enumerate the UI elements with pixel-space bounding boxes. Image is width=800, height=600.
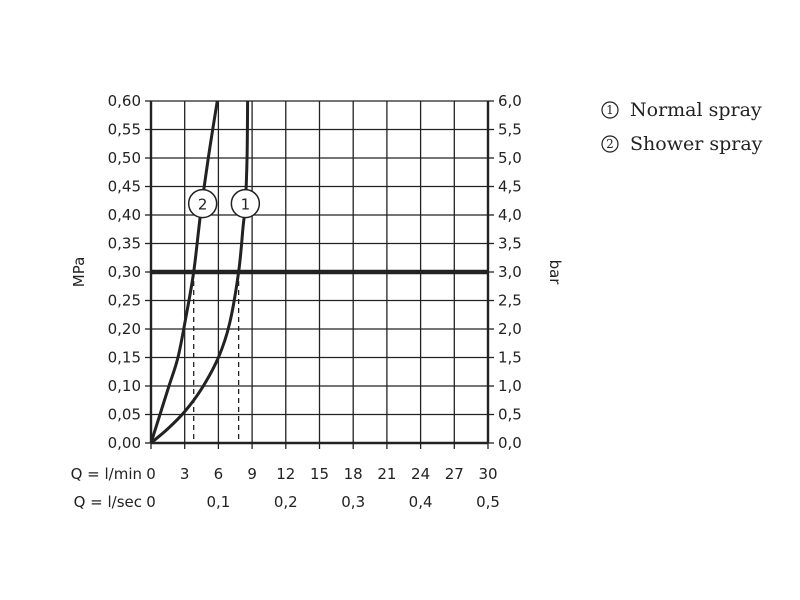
x-axis-title: Q = l/min bbox=[71, 465, 142, 483]
y-left-tick-label: 0,25 bbox=[108, 292, 141, 310]
y-left-tick-label: 0,45 bbox=[108, 178, 141, 196]
y-right-tick-label: 1,0 bbox=[498, 377, 522, 395]
y-left-tick-label: 0,55 bbox=[108, 121, 141, 139]
legend-number: 2 bbox=[606, 137, 614, 151]
series-marker-1 bbox=[230, 188, 261, 219]
x-tick-label: 12 bbox=[276, 465, 295, 483]
series-marker-2 bbox=[187, 188, 218, 219]
series-markers: 12 bbox=[187, 188, 261, 219]
x-secondary-tick-label: 0 bbox=[146, 493, 156, 511]
series-line-2 bbox=[149, 100, 219, 444]
x-secondary-axis-title: Q = l/sec bbox=[74, 493, 142, 511]
y-right-tick-label: 5,0 bbox=[498, 149, 522, 167]
y-left-tick-label: 0,50 bbox=[108, 149, 141, 167]
x-tick-labels: 0 3 6 9 12 15 18 21 24 27 30 bbox=[146, 465, 497, 483]
y-right-tick-label: 4,0 bbox=[498, 206, 522, 224]
x-tick-label: 18 bbox=[344, 465, 363, 483]
y-left-tick-label: 0,15 bbox=[108, 349, 141, 367]
x-tick-label: 0 bbox=[146, 465, 156, 483]
y-left-tick-label: 0,30 bbox=[108, 263, 141, 281]
legend-number: 1 bbox=[606, 103, 614, 117]
series-marker-label-1: 1 bbox=[241, 196, 251, 214]
y-left-axis-title: MPa bbox=[70, 257, 88, 288]
y-right-tick-label: 6,0 bbox=[498, 92, 522, 110]
legend-number-circle bbox=[601, 101, 619, 119]
axes bbox=[145, 100, 494, 449]
legend-label: Shower spray bbox=[630, 133, 763, 155]
legend: 1 Normal spray 2 Shower spray bbox=[601, 99, 763, 155]
legend-number-circle bbox=[601, 135, 619, 153]
x-secondary-tick-label: 0,4 bbox=[409, 493, 433, 511]
y-left-tick-label: 0,00 bbox=[108, 434, 141, 452]
y-left-tick-label: 0,10 bbox=[108, 377, 141, 395]
y-left-tick-label: 0,20 bbox=[108, 320, 141, 338]
x-tick-label: 30 bbox=[478, 465, 497, 483]
y-right-tick-label: 2,5 bbox=[498, 292, 522, 310]
y-right-tick-label: 4,5 bbox=[498, 178, 522, 196]
x-secondary-tick-label: 0,5 bbox=[476, 493, 500, 511]
y-right-tick-label: 0,0 bbox=[498, 434, 522, 452]
y-right-tick-label: 0,5 bbox=[498, 406, 522, 424]
drop-lines bbox=[193, 272, 240, 443]
y-left-tick-label: 0,35 bbox=[108, 235, 141, 253]
y-right-axis-title: bar bbox=[546, 260, 564, 286]
legend-item-shower-spray: 2 Shower spray bbox=[601, 133, 763, 155]
y-right-tick-label: 1,5 bbox=[498, 349, 522, 367]
y-left-tick-label: 0,60 bbox=[108, 92, 141, 110]
x-secondary-tick-label: 0,2 bbox=[274, 493, 298, 511]
legend-label: Normal spray bbox=[630, 99, 762, 121]
x-secondary-tick-labels: 0 0,1 0,2 0,3 0,4 0,5 bbox=[146, 493, 500, 511]
y-right-tick-label: 3,0 bbox=[498, 263, 522, 281]
series-marker-label-2: 2 bbox=[198, 196, 208, 214]
right-tick-labels: 0,0 0,5 1,0 1,5 2,0 2,5 3,0 3,5 4,0 4,5 5,0 5,5 6,0 bbox=[498, 92, 522, 452]
x-tick-label: 15 bbox=[310, 465, 329, 483]
y-right-tick-label: 2,0 bbox=[498, 320, 522, 338]
x-tick-label: 9 bbox=[247, 465, 257, 483]
legend-item-normal-spray: 1 Normal spray bbox=[601, 99, 762, 121]
x-secondary-tick-label: 0,1 bbox=[206, 493, 230, 511]
x-tick-label: 6 bbox=[214, 465, 224, 483]
x-secondary-tick-label: 0,3 bbox=[341, 493, 365, 511]
y-left-tick-label: 0,40 bbox=[108, 206, 141, 224]
x-tick-label: 21 bbox=[377, 465, 396, 483]
y-right-tick-label: 5,5 bbox=[498, 121, 522, 139]
x-tick-label: 24 bbox=[411, 465, 430, 483]
x-tick-label: 3 bbox=[180, 465, 190, 483]
x-tick-label: 27 bbox=[445, 465, 464, 483]
y-left-tick-label: 0,05 bbox=[108, 406, 141, 424]
y-right-tick-label: 3,5 bbox=[498, 235, 522, 253]
left-tick-labels: 0,00 0,05 0,10 0,15 0,20 0,25 0,30 0,35 0,40 0,45… bbox=[108, 92, 141, 452]
